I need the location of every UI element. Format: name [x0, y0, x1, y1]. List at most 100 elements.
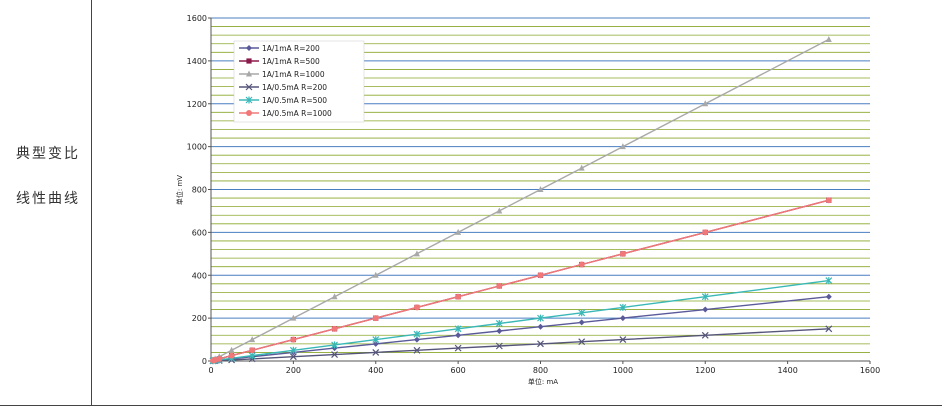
data-point: [537, 272, 544, 279]
legend: 1A/1mA R=200 1A/1mA R=500 1A/1mA R=1000 1A/…: [233, 40, 365, 123]
x-tick-label: 0: [208, 366, 213, 375]
data-point: [619, 336, 627, 343]
data-point: [537, 323, 544, 330]
data-point: [537, 186, 544, 192]
x-axis-label: 单位: mA: [528, 377, 558, 386]
data-point: [702, 306, 709, 313]
x-tick-label: 1200: [695, 366, 715, 375]
data-point: [578, 319, 585, 326]
series-line: [212, 199, 829, 362]
data-point: [825, 277, 833, 285]
data-point: [495, 319, 503, 327]
data-point: [496, 282, 503, 289]
y-tick-label: 1600: [187, 14, 207, 23]
series-line: [213, 328, 829, 362]
legend-label: 1A/0.5mA R=200: [262, 83, 327, 92]
data-point: [619, 250, 626, 257]
legend-label: 1A/1mA R=1000: [262, 70, 325, 79]
data-point: [290, 336, 297, 343]
data-point: [537, 314, 544, 322]
y-tick-label: 0: [202, 357, 207, 366]
legend-marker: [245, 96, 253, 104]
data-point: [702, 229, 709, 236]
data-point: [702, 100, 709, 107]
legend-item: 1A/0.5mA R=200: [239, 83, 327, 92]
data-point: [455, 293, 462, 300]
y-axis-label: 单位: mV: [175, 175, 184, 205]
data-point: [578, 338, 586, 346]
legend-item: 1A/1mA R=500: [239, 57, 320, 66]
data-point: [413, 304, 420, 311]
legend-item: 1A/0.5mA R=1000: [239, 109, 332, 118]
bottom-rule: [0, 405, 942, 406]
series-4: [209, 325, 833, 365]
series-6: [210, 197, 832, 364]
data-point: [496, 207, 503, 214]
y-tick-label: 200: [192, 314, 207, 323]
data-point: [413, 330, 421, 338]
side-title-line2: 线性曲线: [16, 191, 80, 207]
x-tick-label: 600: [450, 366, 465, 375]
data-point: [248, 352, 256, 360]
data-point: [578, 309, 586, 317]
x-tick-label: 1400: [777, 366, 797, 375]
y-tick-label: 1200: [187, 100, 207, 109]
data-point: [331, 341, 338, 349]
y-tick-label: 1400: [187, 57, 207, 66]
y-tick-label: 800: [192, 186, 207, 195]
y-tick-label: 600: [192, 228, 207, 237]
data-point: [228, 346, 235, 353]
data-point: [413, 250, 420, 257]
legend-marker: [246, 110, 252, 116]
data-point: [537, 340, 544, 348]
data-point: [228, 352, 235, 359]
series-line: [213, 296, 829, 362]
data-point: [413, 346, 421, 354]
data-point: [331, 293, 338, 300]
legend-label: 1A/0.5mA R=500: [262, 96, 327, 105]
x-tick-label: 1000: [613, 366, 633, 375]
x-tick-label: 400: [368, 366, 383, 375]
data-point: [249, 336, 256, 343]
data-point: [496, 327, 503, 334]
x-tick-label: 200: [286, 366, 301, 375]
legend-marker: [245, 83, 253, 91]
data-point: [454, 344, 462, 352]
data-point: [454, 325, 462, 333]
side-title-line1: 典型变比: [16, 146, 80, 162]
data-point: [825, 35, 832, 42]
data-point: [216, 355, 223, 362]
data-point: [825, 197, 832, 204]
data-point: [701, 331, 709, 339]
data-point: [331, 325, 338, 332]
legend-label: 1A/1mA R=500: [262, 57, 320, 66]
y-tick-label: 400: [192, 271, 207, 280]
data-point: [289, 353, 297, 361]
axes: 0 200 400 600 800 1000 1200 1400 1600 0 200 400 600 8…: [187, 14, 881, 375]
data-point: [701, 293, 709, 301]
legend-marker: [246, 70, 252, 77]
data-point: [455, 228, 462, 235]
legend-marker: [246, 58, 252, 64]
y-tick-label: 1000: [187, 143, 207, 152]
data-point: [619, 303, 627, 311]
legend-item: 1A/1mA R=200: [239, 44, 320, 53]
series-1: [210, 293, 832, 364]
x-tick-label: 1600: [860, 366, 880, 375]
data-point: [372, 340, 379, 347]
data-point: [413, 336, 420, 343]
data-point: [578, 261, 585, 268]
x-tick-label: 800: [533, 366, 548, 375]
data-point: [372, 315, 379, 322]
series-3: [210, 35, 832, 363]
data-point: [331, 351, 338, 358]
series-group: [209, 35, 833, 365]
data-point: [249, 347, 256, 354]
data-point: [825, 325, 833, 333]
data-point: [619, 143, 626, 150]
legend-item: 1A/0.5mA R=500: [239, 96, 327, 105]
series-line: [212, 38, 830, 361]
data-point: [619, 315, 626, 322]
data-point: [290, 314, 297, 321]
